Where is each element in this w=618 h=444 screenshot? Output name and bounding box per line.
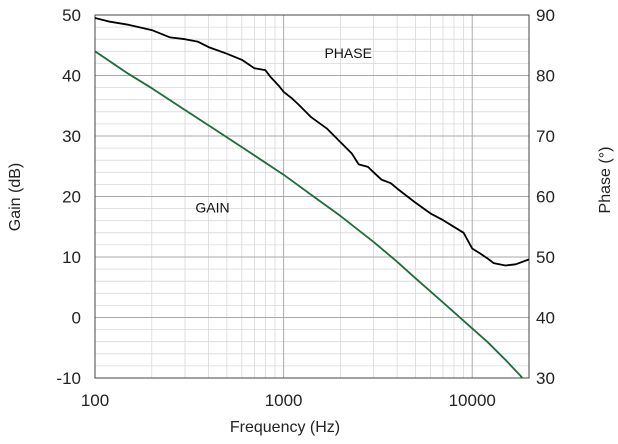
x-tick-labels: 100 1000 10000 [81,391,496,410]
y-right-tick-label: 80 [536,67,555,86]
y-left-tick-label: 30 [62,127,81,146]
annotations: PHASE GAIN [195,45,371,215]
series-layer [95,17,529,378]
annotation-gain: GAIN [195,199,229,215]
y-right-axis-title: Phase (°) [597,147,614,214]
y-left-tick-label: -10 [56,369,81,388]
y-right-tick-label: 40 [536,309,555,328]
y-right-tick-label: 90 [536,6,555,25]
y-left-axis-title: Gain (dB) [7,163,24,231]
y-left-tick-label: 10 [62,248,81,267]
plot-frame [94,14,530,379]
y-right-tick-label: 60 [536,188,555,207]
y-left-tick-label: 0 [72,309,81,328]
y-right-tick-labels: 90 80 70 60 50 40 30 [536,6,555,388]
y-left-tick-label: 40 [62,67,81,86]
series-line-phase [95,17,529,267]
y-left-tick-label: 20 [62,188,81,207]
x-tick-label: 1000 [265,391,303,410]
x-axis-title: Frequency (Hz) [230,419,340,436]
y-right-tick-label: 30 [536,369,555,388]
y-right-tick-label: 70 [536,127,555,146]
y-left-tick-label: 50 [62,6,81,25]
x-tick-label: 10000 [449,391,496,410]
series-line-gain [95,50,524,378]
y-right-tick-label: 50 [536,248,555,267]
x-tick-label: 100 [81,391,109,410]
annotation-phase: PHASE [324,45,371,61]
y-left-tick-labels: 50 40 30 20 10 0 -10 [56,6,81,388]
